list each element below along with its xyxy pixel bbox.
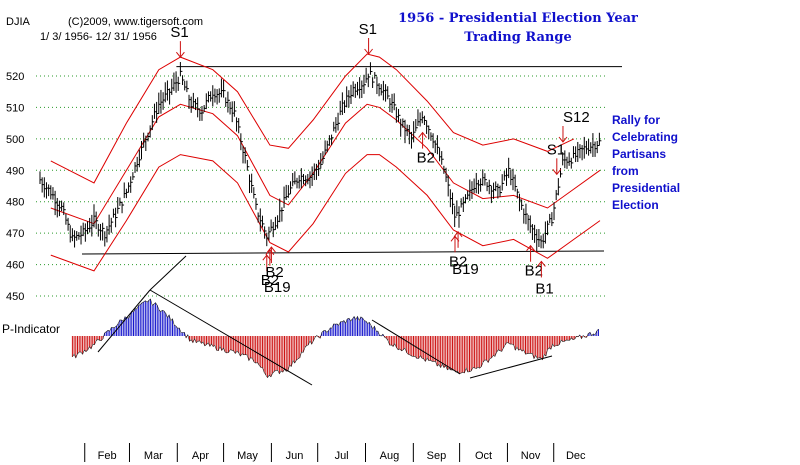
buy-signal-label: B2: [261, 272, 279, 289]
buy-arrowhead: [453, 230, 463, 238]
x-axis: Feb Mar Apr May Jun Jul Aug Sep Oct Nov Dec: [84, 443, 586, 462]
bollinger-bands: [50, 53, 601, 272]
indicator-trendline: [149, 289, 313, 386]
side-note-line: Celebrating: [612, 130, 679, 144]
y-tick-label: 450: [6, 291, 24, 303]
sell-arrowhead: [175, 51, 185, 58]
indicator-trendline: [469, 355, 553, 379]
buy-arrowhead: [536, 260, 546, 267]
buy-arrowhead: [526, 244, 535, 252]
sell-signal-label: S1: [359, 21, 377, 38]
month-label: Apr: [192, 450, 209, 462]
buy-signal-label: B1: [535, 280, 553, 297]
side-note-line: Election: [612, 198, 659, 212]
y-tick-label: 460: [6, 260, 24, 272]
month-label: Jun: [286, 450, 304, 462]
y-tick-label: 490: [6, 165, 24, 177]
side-note-line: Rally for: [612, 113, 661, 127]
buy-signal-label: B19: [452, 261, 479, 278]
grid-lines: [36, 75, 608, 297]
indicator-trendline: [97, 289, 151, 353]
trading-range: [81, 66, 622, 255]
buy-signal-label: B2: [265, 264, 283, 281]
month-label: Feb: [98, 450, 117, 462]
month-label: May: [237, 450, 258, 462]
upper-band-line: [50, 53, 575, 184]
date-range-label: 1/ 3/ 1956- 12/ 31/ 1956: [40, 31, 157, 43]
month-label: Dec: [566, 450, 586, 462]
sell-signal-label: S1: [547, 141, 565, 158]
buy-signal-label: B19: [264, 279, 291, 296]
indicator-outline: [72, 298, 599, 379]
buy-signal-label: B2: [417, 150, 435, 167]
sell-arrowhead: [364, 48, 373, 55]
buy-signal-label: B2: [525, 263, 543, 280]
y-tick-label: 500: [6, 134, 24, 146]
side-note-line: Presidential: [612, 181, 681, 195]
copyright-label: (C)2009, www.tigersoft.com: [68, 16, 204, 28]
indicator-trendline: [149, 255, 187, 291]
p-indicator-histogram: [71, 298, 599, 379]
sell-arrowhead: [558, 136, 568, 143]
month-label: Mar: [144, 450, 163, 462]
middle-band-line: [50, 103, 601, 225]
month-label: Aug: [380, 450, 400, 462]
side-note-line: Partisans: [612, 147, 667, 161]
price-bars: [39, 62, 602, 252]
buy-arrowhead: [418, 131, 427, 138]
month-label: Nov: [521, 450, 541, 462]
indicator-label: P-Indicator: [2, 322, 61, 336]
chart-title-line-1: 1956 - Presidential Election Year: [398, 11, 638, 26]
sell-signal-label: S1: [170, 24, 188, 41]
buy-arrowhead: [265, 248, 275, 256]
month-label: Sep: [427, 450, 447, 462]
range-bottom-line: [81, 250, 605, 255]
y-axis-ticks: 520 510 500 490 480 470 460 450: [6, 71, 24, 303]
sell-signal-label: S12: [563, 109, 590, 126]
y-tick-label: 510: [6, 102, 24, 114]
lower-band-line: [50, 154, 601, 272]
side-note-line: from: [612, 164, 639, 178]
y-tick-label: 520: [6, 71, 24, 83]
buy-signal-label: B2: [449, 253, 467, 270]
y-tick-label: 480: [6, 197, 24, 209]
indicator-trendline: [371, 319, 461, 375]
month-label: Oct: [475, 450, 492, 462]
month-label: Jul: [335, 450, 349, 462]
y-tick-label: 470: [6, 228, 24, 240]
side-note: Rally for Celebrating Partisans from Pre…: [612, 112, 680, 214]
sell-arrowhead: [552, 169, 562, 176]
chart-title-line-2: Trading Range: [464, 30, 572, 45]
trendlines: [97, 255, 553, 386]
symbol-label: DJIA: [6, 16, 30, 28]
